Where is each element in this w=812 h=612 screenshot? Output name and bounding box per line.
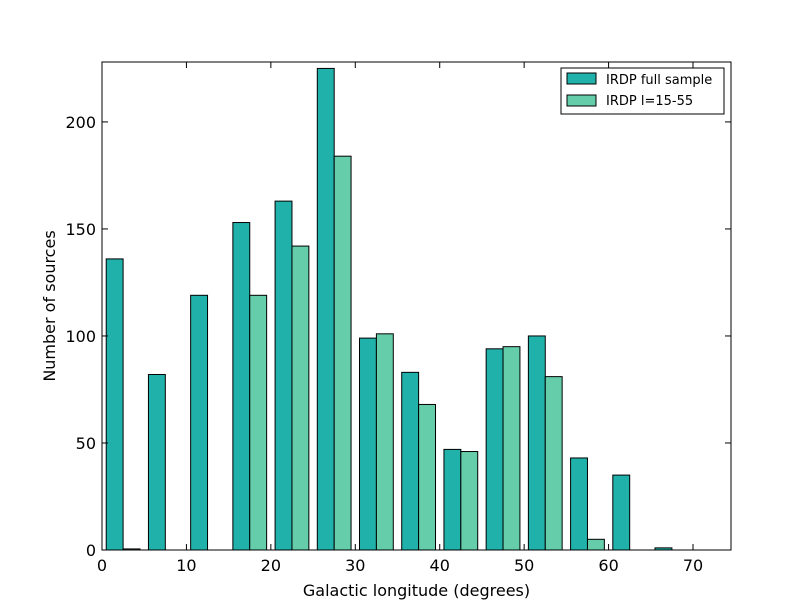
bar-series1-bin6 [375,333,394,551]
bar-series0-bin11 [570,457,588,551]
bar-series1-bin11 [586,538,605,551]
x-tick-label-30: 30 [345,556,365,575]
bar-series1-bin7 [418,403,436,551]
y-tick-label-100: 100 [65,327,96,346]
bar-series0-bin0 [105,258,124,551]
bar-series1-bin5 [333,155,352,551]
x-tick-label-50: 50 [514,556,534,575]
y-tick-label-50: 50 [76,434,96,453]
x-tick-label-0: 0 [97,556,107,575]
y-tick-label-0: 0 [86,541,96,560]
bar-series0-bin6 [359,337,377,551]
plot-frame [101,61,732,551]
bar-series0-bin2 [190,294,209,551]
legend: IRDP full sample IRDP l=15-55 [560,67,725,115]
legend-label-full-sample: IRDP full sample [606,73,712,88]
legend-swatch-full-sample [566,72,597,85]
bar-series1-bin4 [291,245,310,551]
legend-swatch-l15-55 [566,94,597,107]
bar-series1-bin3 [249,294,268,551]
bar-series0-bin3 [232,222,251,551]
bar-series0-bin1 [147,373,166,551]
bar-series0-bin5 [316,67,335,551]
bar-series0-bin8 [443,448,462,551]
bar-series1-bin10 [544,376,563,551]
x-tick-label-40: 40 [430,556,450,575]
x-axis-label: Galactic longitude (degrees) [303,581,530,600]
bar-series1-bin8 [460,451,479,551]
bar-series1-bin9 [502,346,521,551]
bar-series0-bin7 [401,371,420,551]
y-tick-label-150: 150 [65,220,96,239]
legend-label-l15-55: IRDP l=15-55 [606,94,693,109]
y-tick-label-200: 200 [65,113,96,132]
y-axis-label: Number of sources [40,230,59,381]
ticks-group: 0 10 20 30 40 50 60 70 0 50 100 150 200 [65,62,731,575]
x-tick-label-10: 10 [176,556,196,575]
x-tick-label-70: 70 [683,556,703,575]
bar-series0-bin9 [485,348,504,551]
bars-group [105,67,673,551]
bar-series0-bin12 [612,474,631,551]
bar-series0-bin10 [527,335,546,551]
x-tick-label-60: 60 [598,556,618,575]
bar-series0-bin4 [274,200,293,551]
x-tick-label-20: 20 [261,556,281,575]
